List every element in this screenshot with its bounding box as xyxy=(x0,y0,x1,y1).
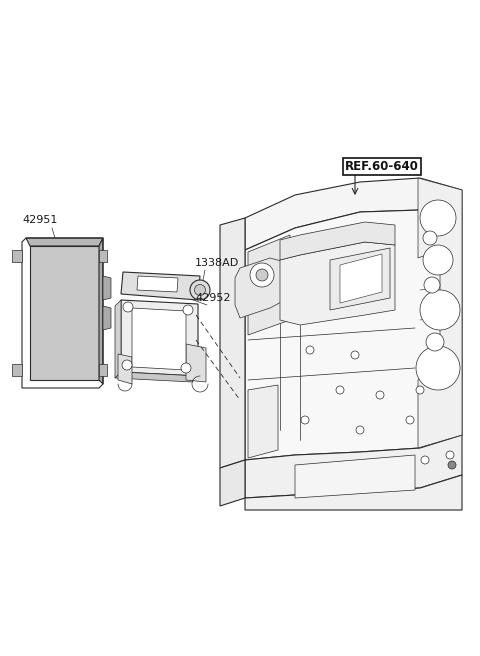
Circle shape xyxy=(421,456,429,464)
Polygon shape xyxy=(115,300,121,378)
Text: REF.60-640: REF.60-640 xyxy=(345,160,419,173)
Circle shape xyxy=(406,416,414,424)
Polygon shape xyxy=(26,238,103,246)
Polygon shape xyxy=(245,210,462,460)
Polygon shape xyxy=(121,300,198,376)
Circle shape xyxy=(423,245,453,275)
Polygon shape xyxy=(99,238,103,384)
Circle shape xyxy=(420,290,460,330)
Polygon shape xyxy=(99,250,107,262)
Circle shape xyxy=(336,386,344,394)
Polygon shape xyxy=(115,372,198,382)
Polygon shape xyxy=(220,218,245,468)
Circle shape xyxy=(416,346,460,390)
Circle shape xyxy=(448,461,456,469)
Circle shape xyxy=(301,416,309,424)
Text: 1338AD: 1338AD xyxy=(195,258,239,268)
Polygon shape xyxy=(245,475,462,510)
Circle shape xyxy=(423,231,437,245)
Polygon shape xyxy=(103,306,111,330)
Circle shape xyxy=(194,285,205,295)
Circle shape xyxy=(306,346,314,354)
Polygon shape xyxy=(330,248,390,310)
Polygon shape xyxy=(280,242,395,325)
Polygon shape xyxy=(418,178,462,448)
Text: 42952: 42952 xyxy=(195,293,230,303)
Polygon shape xyxy=(99,364,107,376)
Polygon shape xyxy=(137,276,178,292)
Polygon shape xyxy=(280,222,395,260)
Polygon shape xyxy=(103,276,111,300)
Polygon shape xyxy=(186,344,206,382)
Polygon shape xyxy=(30,246,99,380)
Circle shape xyxy=(122,360,132,370)
Circle shape xyxy=(426,333,444,351)
Polygon shape xyxy=(12,364,22,376)
Circle shape xyxy=(424,277,440,293)
Circle shape xyxy=(356,426,364,434)
Polygon shape xyxy=(295,455,415,498)
Polygon shape xyxy=(248,235,290,335)
Circle shape xyxy=(420,200,456,236)
Circle shape xyxy=(183,305,193,315)
Polygon shape xyxy=(245,435,462,498)
Polygon shape xyxy=(118,354,132,384)
Polygon shape xyxy=(340,254,382,303)
Circle shape xyxy=(181,363,191,373)
Text: 42951: 42951 xyxy=(22,215,58,225)
Polygon shape xyxy=(248,385,278,458)
Circle shape xyxy=(190,280,210,300)
Circle shape xyxy=(250,263,274,287)
Polygon shape xyxy=(235,258,285,318)
Polygon shape xyxy=(12,250,22,262)
Circle shape xyxy=(351,351,359,359)
Polygon shape xyxy=(121,272,200,300)
Circle shape xyxy=(416,386,424,394)
Circle shape xyxy=(446,451,454,459)
Polygon shape xyxy=(132,308,186,370)
Circle shape xyxy=(376,391,384,399)
Polygon shape xyxy=(245,178,462,250)
Circle shape xyxy=(256,269,268,281)
Circle shape xyxy=(123,302,133,312)
Polygon shape xyxy=(220,460,245,506)
